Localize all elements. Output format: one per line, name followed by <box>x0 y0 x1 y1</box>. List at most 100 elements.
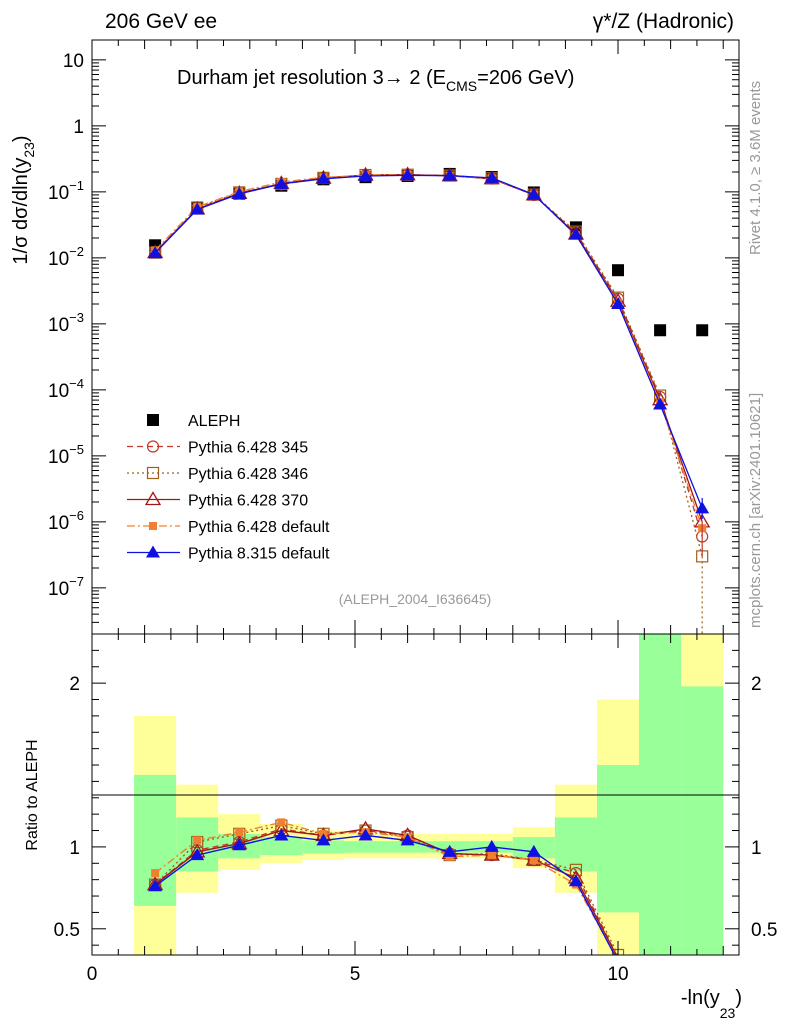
y-tick-label-3: 10−4 <box>48 376 84 402</box>
legend: ALEPH Pythia 6.428 345 Pythia 6.428 346 Pyt… <box>127 413 330 563</box>
point-s5-11 <box>611 297 626 309</box>
y-tick-exp: −7 <box>69 574 84 589</box>
legend-marker-5 <box>146 545 160 558</box>
plot-title-sub: CMS <box>446 78 477 94</box>
plot-title-main: Durham jet resolution 3→ 2 (E <box>177 67 446 89</box>
legend-marker-4 <box>149 522 157 530</box>
y-tick-exp: −1 <box>69 178 84 193</box>
x-tick-label-1: 5 <box>350 964 361 985</box>
point-s0-12 <box>654 324 667 337</box>
main-plot-series <box>146 166 711 634</box>
x-label-end: ) <box>735 987 742 1009</box>
point-s5-1 <box>190 202 205 215</box>
point-s5-7 <box>442 168 457 181</box>
x-label-main: -ln(y <box>681 987 720 1009</box>
point-s5-5 <box>358 168 373 181</box>
y-tick-exp: −4 <box>69 376 84 391</box>
point-s5-4 <box>316 171 331 184</box>
ratio-point-s4-3 <box>274 828 289 841</box>
header-left: 206 GeV ee <box>105 10 217 33</box>
series-line-5 <box>154 174 703 509</box>
x-label-sub: 23 <box>720 1005 736 1021</box>
ratio-point-s4-8 <box>484 839 499 852</box>
main-y-label-main: 1/σ dσ/dln(y <box>10 158 32 265</box>
x-tick-label-2: 10 <box>607 964 628 985</box>
ratio-line-1 <box>154 824 619 955</box>
ratio-y-tick-label-right-2: 2 <box>751 674 762 695</box>
ratio-point-s4-7 <box>442 844 457 857</box>
y-tick-label-2: 10−5 <box>48 442 84 468</box>
y-tick-base: 10 <box>48 183 69 204</box>
main-y-label-sub: 23 <box>21 142 37 158</box>
legend-label-5: Pythia 8.315 default <box>188 546 330 563</box>
ratio-plot-axis-ticks: 0.5 0.5 1 1 2 2 0 5 10 <box>54 634 777 985</box>
legend-label-2: Pythia 6.428 346 <box>188 466 308 483</box>
band-green-5 <box>344 841 387 853</box>
y-tick-exp: −3 <box>69 310 84 325</box>
y-tick-base: 10 <box>48 447 69 468</box>
band-green-11 <box>596 765 640 913</box>
ratio-point-s4-5 <box>358 828 373 841</box>
ratio-point-s4-1 <box>190 848 205 861</box>
y-tick-label-4: 10−3 <box>48 310 84 336</box>
y-tick-label-1: 10−6 <box>48 508 84 534</box>
point-s5-9 <box>526 187 541 200</box>
point-s5-3 <box>274 176 289 189</box>
ratio-line-2 <box>154 828 618 955</box>
y-tick-label-7: 1 <box>73 117 84 138</box>
ratio-line-0 <box>154 828 618 955</box>
ratio-point-s3-9 <box>529 856 538 865</box>
legend-marker-3 <box>144 491 162 506</box>
band-green-6 <box>386 841 429 853</box>
ratio-y-tick-label-right-1: 1 <box>751 838 762 859</box>
plot-title-end: =206 GeV) <box>477 67 574 89</box>
ratio-point-s4-6 <box>400 833 415 846</box>
y-tick-base: 10 <box>48 513 69 534</box>
y-tick-label-6: 10−1 <box>48 178 84 204</box>
point-s5-12 <box>653 397 668 410</box>
y-tick-exp: −5 <box>69 442 84 457</box>
ratio-point-s4-10 <box>568 874 583 887</box>
ratio-point-s3-8 <box>487 851 496 860</box>
legend-label-0: ALEPH <box>188 413 240 430</box>
legend-marker-2 <box>146 466 160 480</box>
point-s5-8 <box>484 170 499 183</box>
x-axis-label: -ln(y23) <box>681 987 742 1021</box>
ratio-point-s4-9 <box>526 844 541 857</box>
ratio-y-tick-label-1: 1 <box>69 838 80 859</box>
point-s0-13 <box>696 324 709 337</box>
point-s5-6 <box>400 168 415 181</box>
point-s5-0 <box>148 246 163 259</box>
y-tick-label-8: 10 <box>63 51 84 72</box>
ratio-line-3 <box>154 821 617 955</box>
ratio-line-4 <box>154 834 616 955</box>
series-line-2 <box>154 174 703 557</box>
band-green-12 <box>639 634 682 955</box>
ratio-point-s4-2 <box>232 838 247 851</box>
x-tick-label-0: 0 <box>87 964 98 985</box>
ratio-y-tick-label-2: 2 <box>69 674 80 695</box>
ratio-point-s3-2 <box>235 828 244 837</box>
side-label-mcplots: mcplots.cern.ch [arXiv:2401.10621] <box>747 393 764 628</box>
legend-marker-1 <box>146 440 160 453</box>
y-tick-base: 10 <box>48 249 69 270</box>
ratio-point-s4-4 <box>316 833 331 846</box>
ratio-y-tick-label-right-0: 0.5 <box>751 920 777 941</box>
point-s5-10 <box>568 227 583 240</box>
ratio-point-s3-3 <box>277 818 286 827</box>
band-green-3 <box>260 837 303 856</box>
ratio-point-s3-0 <box>151 869 160 878</box>
legend-label-3: Pythia 6.428 370 <box>188 493 308 510</box>
band-green-4 <box>302 840 345 854</box>
side-label-rivet: Rivet 4.1.0, ≥ 3.6M events <box>747 81 764 255</box>
band-green-10 <box>554 817 597 872</box>
ratio-y-axis-label: Ratio to ALEPH <box>24 739 41 850</box>
point-s5-2 <box>232 186 247 199</box>
analysis-tag: (ALEPH_2004_I636645) <box>339 591 492 607</box>
plot-title: Durham jet resolution 3→ 2 (ECMS=206 GeV… <box>177 67 574 94</box>
ratio-uncertainty-bands <box>134 634 724 955</box>
y-tick-base: 10 <box>48 579 69 600</box>
ratio-y-tick-label-0: 0.5 <box>54 920 80 941</box>
legend-label-4: Pythia 6.428 default <box>188 519 330 536</box>
